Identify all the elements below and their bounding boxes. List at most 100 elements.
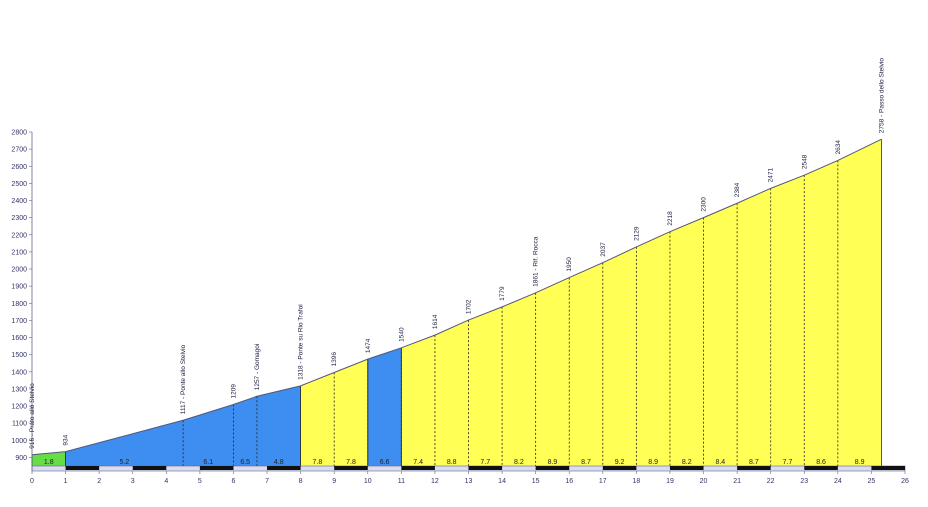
- gradient-label: 9.2: [615, 459, 625, 466]
- x-tick-label: 1: [64, 478, 68, 485]
- x-tick-label: 23: [800, 478, 808, 485]
- elevation-annotations: 916 - Prato allo Stelvio 934 1117 - Ponte …: [29, 58, 886, 449]
- x-tick-label: 16: [565, 478, 573, 485]
- x-tick-label: 20: [700, 478, 708, 485]
- x-tick-label: 11: [398, 478, 405, 485]
- gradient-label: 8.7: [581, 459, 591, 466]
- gradient-labels: 1.8 5.2 6.1 6.5 4.8 7.8 7.8 6.6 7.4 8.8 7.7 8.2 8.9 8…: [44, 459, 865, 466]
- elevation-label: 2548: [801, 154, 808, 169]
- gradient-label: 6.6: [380, 459, 390, 466]
- x-tick-label: 22: [767, 478, 775, 485]
- elevation-label: 1318 - Ponte su Rio Trafoi: [298, 304, 305, 380]
- x-tick-label: 7: [265, 478, 269, 485]
- gradient-label: 8.2: [514, 459, 524, 466]
- km-block: [199, 466, 234, 470]
- elevation-label: 1702: [466, 299, 473, 314]
- x-tick-label: 21: [733, 478, 741, 485]
- gradient-label: 7.8: [346, 459, 356, 466]
- gradient-label: 7.4: [413, 459, 423, 466]
- y-tick-label: 1800: [11, 301, 27, 308]
- x-tick-label: 9: [332, 478, 336, 485]
- elevation-label: 2384: [734, 182, 741, 197]
- profile-line: [31, 138, 882, 456]
- elevation-label: 2471: [768, 168, 775, 183]
- elevation-label: 1396: [331, 352, 338, 367]
- profile-segment: [32, 451, 66, 466]
- elevation-label: 1861 - Rif. Rocca: [533, 236, 540, 287]
- km-block: [737, 466, 771, 470]
- y-tick-label: 1900: [11, 284, 27, 291]
- gradient-label: 8.9: [548, 459, 558, 466]
- km-block: [334, 466, 368, 470]
- y-tick-label: 2400: [11, 198, 27, 205]
- km-block: [267, 466, 301, 470]
- elevation-label: 1474: [365, 338, 372, 353]
- elevation-label: 1117 - Ponte allo Stelvio: [180, 344, 187, 414]
- profile-segment: [367, 347, 402, 466]
- gradient-label: 7.8: [313, 459, 323, 466]
- gradient-label: 1.8: [44, 459, 54, 466]
- gradient-label: 8.7: [749, 459, 759, 466]
- y-tick-label: 1200: [11, 404, 27, 411]
- gradient-label: 5.2: [119, 459, 129, 466]
- y-tick-label: 1700: [11, 318, 27, 325]
- x-tick-label: 5: [198, 478, 202, 485]
- elevation-label: 916 - Prato allo Stelvio: [29, 383, 36, 449]
- gradient-label: 8.9: [855, 459, 865, 466]
- x-tick-label: 18: [632, 478, 640, 485]
- y-tick-label: 2100: [11, 249, 27, 256]
- y-tick-label: 2300: [11, 215, 27, 222]
- km-block: [132, 466, 167, 470]
- x-tick-label: 13: [465, 478, 473, 485]
- x-tick-label: 10: [364, 478, 372, 485]
- elevation-label: 2037: [600, 242, 607, 257]
- km-block: [871, 466, 905, 470]
- x-tick-label: 14: [498, 478, 506, 485]
- elevation-label: 2634: [835, 140, 842, 155]
- y-tick-label: 2200: [11, 232, 27, 239]
- y-tick-label: 2500: [11, 181, 27, 188]
- y-axis-ticks: 900 1000 1100 1200 1300 1400 1500 1600 1700 1800 1…: [11, 130, 32, 462]
- elevation-label: 1779: [499, 286, 506, 301]
- x-tick-label: 8: [299, 478, 303, 485]
- gradient-label: 8.2: [682, 459, 692, 466]
- gradient-label: 8.4: [715, 459, 725, 466]
- km-block: [65, 466, 100, 470]
- km-block: [401, 466, 435, 470]
- y-tick-label: 1100: [12, 421, 27, 428]
- elevation-label: 2129: [633, 226, 640, 241]
- y-tick-label: 2000: [11, 267, 27, 274]
- x-tick-label: 4: [164, 478, 168, 485]
- elevation-label: 1257 - Gomagoi: [254, 344, 261, 391]
- y-tick-label: 1400: [11, 369, 27, 376]
- x-tick-label: 0: [30, 478, 34, 485]
- gradient-label: 4.8: [274, 459, 284, 466]
- x-tick-label: 24: [834, 478, 842, 485]
- km-block: [669, 466, 704, 470]
- y-tick-label: 2700: [11, 147, 27, 154]
- elevation-label: 2218: [667, 211, 674, 226]
- gradient-label: 7.7: [480, 459, 490, 466]
- km-block: [468, 466, 503, 470]
- y-tick-label: 1500: [11, 352, 27, 359]
- y-tick-label: 900: [15, 455, 27, 462]
- km-divider-lines: [31, 139, 882, 466]
- x-tick-label: 25: [868, 478, 876, 485]
- elevation-label: 1614: [432, 314, 439, 329]
- x-tick-label: 2: [97, 478, 101, 485]
- gradient-label: 8.6: [816, 459, 826, 466]
- x-tick-label: 3: [131, 478, 135, 485]
- profile-segments: [32, 139, 882, 466]
- y-tick-label: 2600: [11, 164, 27, 171]
- km-block: [602, 466, 637, 470]
- x-tick-label: 12: [431, 478, 439, 485]
- y-tick-label: 1300: [11, 386, 27, 393]
- gradient-label: 6.5: [240, 459, 250, 466]
- km-block: [535, 466, 570, 470]
- profile-outline: [31, 138, 882, 456]
- elevation-label: 2300: [701, 197, 708, 212]
- gradient-label: 6.1: [203, 459, 213, 466]
- distance-band: [31, 465, 906, 472]
- x-tick-label: 17: [599, 478, 607, 485]
- y-tick-label: 1000: [11, 438, 27, 445]
